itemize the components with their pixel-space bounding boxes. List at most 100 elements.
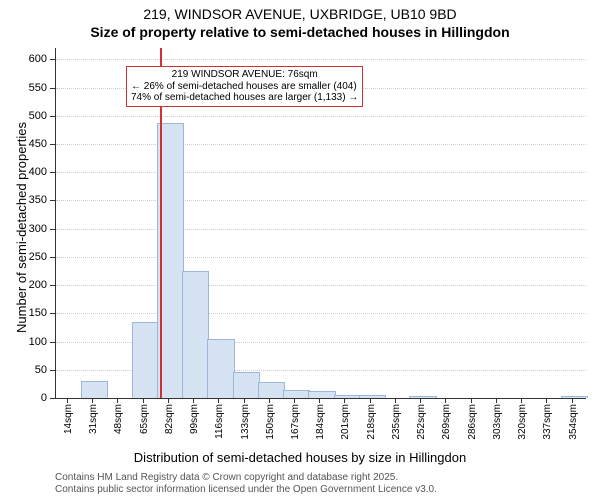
y-tick-label: 50: [17, 364, 47, 376]
histogram-bar: [258, 382, 285, 398]
y-tick: [50, 88, 55, 89]
gridline: [56, 200, 586, 201]
attribution-line-1: Contains HM Land Registry data © Crown c…: [55, 472, 398, 483]
y-tick: [50, 370, 55, 371]
histogram-bar: [132, 322, 159, 398]
chart-subtitle: Size of property relative to semi-detach…: [0, 24, 600, 40]
histogram-bar: [81, 381, 108, 398]
y-tick-label: 450: [17, 138, 47, 150]
x-tick: [395, 398, 396, 403]
y-tick-label: 200: [17, 279, 47, 291]
y-tick: [50, 172, 55, 173]
x-tick-label: 65sqm: [139, 404, 150, 434]
y-tick: [50, 313, 55, 314]
histogram-bar: [308, 391, 335, 398]
histogram-bar: [409, 396, 436, 398]
x-tick-label: 252sqm: [416, 404, 427, 440]
gridline: [56, 313, 586, 314]
x-tick: [572, 398, 573, 403]
x-tick-label: 14sqm: [63, 404, 74, 434]
y-tick-label: 0: [17, 392, 47, 404]
x-tick-label: 31sqm: [88, 404, 99, 434]
y-tick: [50, 229, 55, 230]
x-tick: [420, 398, 421, 403]
x-tick-label: 99sqm: [189, 404, 200, 434]
annotation-line: 219 WINDSOR AVENUE: 76sqm: [131, 69, 358, 81]
histogram-bar: [334, 395, 361, 398]
x-tick: [294, 398, 295, 403]
gridline: [56, 144, 586, 145]
attribution-line-2: Contains public sector information licen…: [55, 484, 437, 495]
x-tick: [67, 398, 68, 403]
x-tick-label: 167sqm: [290, 404, 301, 440]
x-tick-label: 286sqm: [467, 404, 478, 440]
x-tick: [445, 398, 446, 403]
y-tick-label: 600: [17, 53, 47, 65]
gridline: [56, 257, 586, 258]
x-tick-label: 235sqm: [391, 404, 402, 440]
y-tick-label: 550: [17, 82, 47, 94]
x-tick-label: 82sqm: [164, 404, 175, 434]
x-tick: [269, 398, 270, 403]
x-tick: [344, 398, 345, 403]
x-tick-label: 303sqm: [492, 404, 503, 440]
y-tick-label: 400: [17, 166, 47, 178]
chart-container: 219, WINDSOR AVENUE, UXBRIDGE, UB10 9BD …: [0, 0, 600, 500]
y-tick-label: 350: [17, 194, 47, 206]
y-tick: [50, 116, 55, 117]
y-tick: [50, 285, 55, 286]
x-tick: [496, 398, 497, 403]
y-tick: [50, 144, 55, 145]
histogram-bar: [359, 395, 386, 398]
x-tick: [168, 398, 169, 403]
x-tick: [218, 398, 219, 403]
x-tick: [143, 398, 144, 403]
y-tick-label: 250: [17, 251, 47, 263]
annotation-line: ← 26% of semi-detached houses are smalle…: [131, 81, 358, 93]
x-tick-label: 218sqm: [366, 404, 377, 440]
y-tick: [50, 257, 55, 258]
histogram-bar: [182, 271, 209, 398]
gridline: [56, 116, 586, 117]
x-tick: [92, 398, 93, 403]
y-tick-label: 150: [17, 307, 47, 319]
histogram-bar: [283, 390, 310, 398]
x-tick-label: 48sqm: [113, 404, 124, 434]
y-tick: [50, 398, 55, 399]
x-tick-label: 184sqm: [315, 404, 326, 440]
x-tick: [521, 398, 522, 403]
annotation-line: 74% of semi-detached houses are larger (…: [131, 92, 358, 104]
x-tick: [244, 398, 245, 403]
x-tick: [319, 398, 320, 403]
y-tick-label: 100: [17, 336, 47, 348]
x-tick: [546, 398, 547, 403]
y-tick-label: 300: [17, 223, 47, 235]
x-tick-label: 116sqm: [214, 404, 225, 439]
chart-title: 219, WINDSOR AVENUE, UXBRIDGE, UB10 9BD: [0, 6, 600, 22]
x-tick-label: 133sqm: [240, 404, 251, 440]
x-tick-label: 354sqm: [568, 404, 579, 440]
gridline: [56, 229, 586, 230]
x-tick: [370, 398, 371, 403]
gridline: [56, 59, 586, 60]
x-tick-label: 150sqm: [265, 404, 276, 440]
y-tick: [50, 59, 55, 60]
y-tick: [50, 200, 55, 201]
gridline: [56, 172, 586, 173]
histogram-bar: [207, 339, 234, 398]
x-tick-label: 269sqm: [441, 404, 452, 440]
y-tick-label: 500: [17, 110, 47, 122]
x-tick-label: 337sqm: [542, 404, 553, 440]
gridline: [56, 285, 586, 286]
plot-area: 219 WINDSOR AVENUE: 76sqm← 26% of semi-d…: [55, 48, 586, 399]
histogram-bar: [233, 372, 260, 398]
x-tick-label: 320sqm: [517, 404, 528, 440]
annotation-box: 219 WINDSOR AVENUE: 76sqm← 26% of semi-d…: [126, 66, 363, 107]
histogram-bar: [561, 396, 588, 398]
x-axis-label: Distribution of semi-detached houses by …: [0, 450, 600, 465]
y-tick: [50, 342, 55, 343]
x-tick: [117, 398, 118, 403]
x-tick-label: 201sqm: [340, 404, 351, 440]
x-tick: [471, 398, 472, 403]
x-tick: [193, 398, 194, 403]
